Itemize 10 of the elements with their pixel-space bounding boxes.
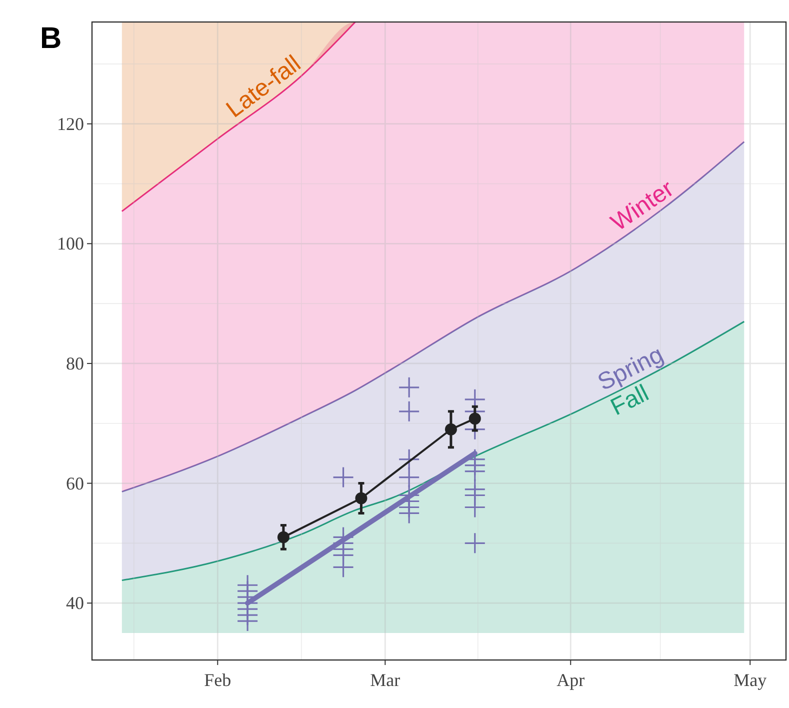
x-tick-label: Mar xyxy=(370,670,400,690)
y-tick-label: 40 xyxy=(66,593,84,614)
x-tick-label: May xyxy=(734,670,767,690)
y-tick-label: 60 xyxy=(66,473,84,494)
y-tick-label: 120 xyxy=(57,114,84,134)
y-tick-label: 80 xyxy=(66,353,84,374)
x-tick-label: Feb xyxy=(204,670,232,690)
text: B xyxy=(40,22,62,55)
x-tick-label: Apr xyxy=(556,670,585,690)
y-tick-label: 100 xyxy=(57,234,84,254)
